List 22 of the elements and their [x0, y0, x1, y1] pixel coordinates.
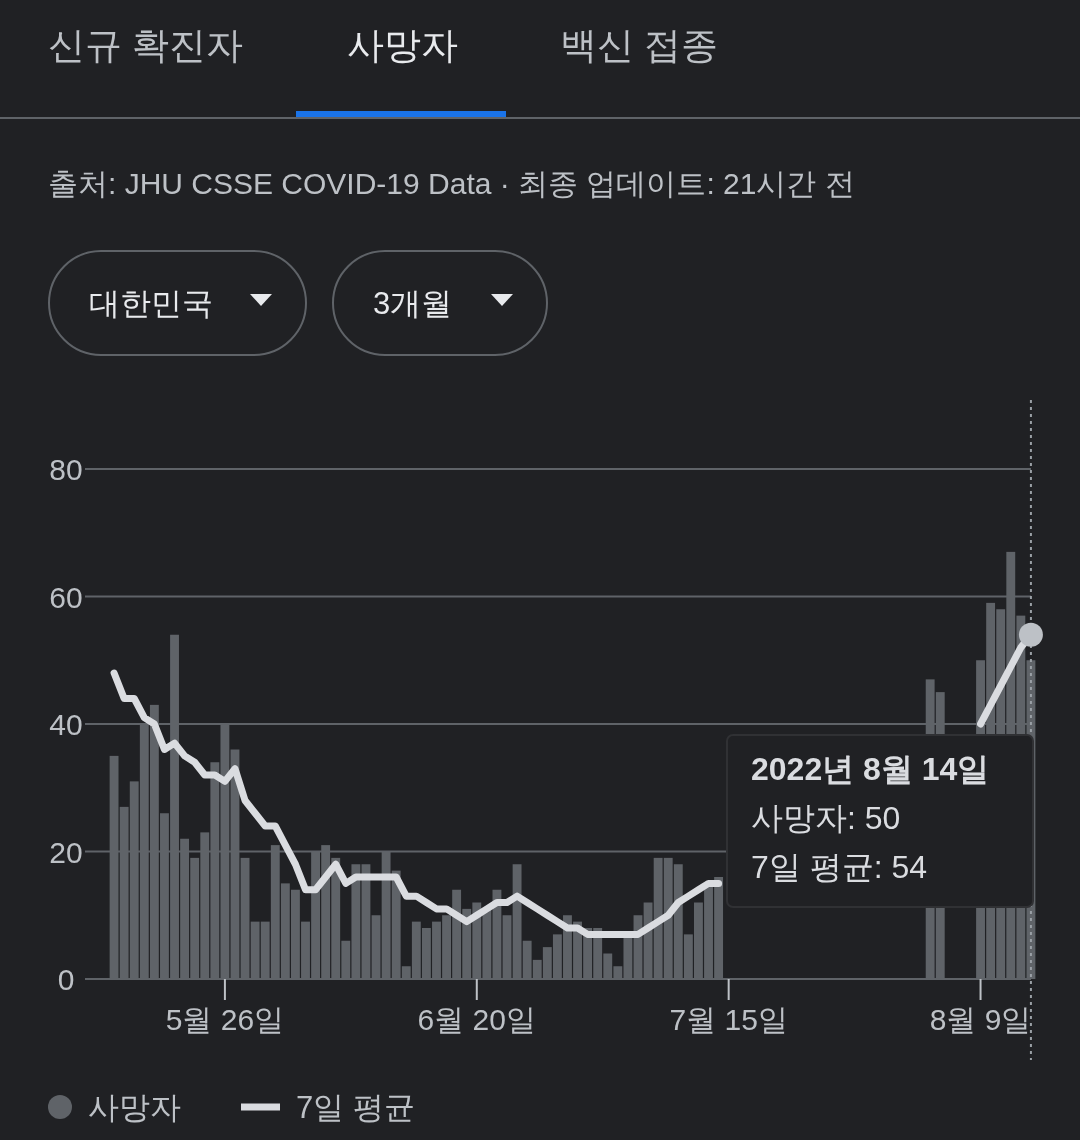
tabs: 신규 확진자 사망자 백신 접종 [0, 25, 1080, 119]
y-tick-label: 0 [57, 963, 75, 996]
x-tick-label: 7월 15일 [669, 1003, 788, 1036]
dropdown: 대한민국 [48, 250, 307, 356]
bar [371, 915, 381, 979]
x-tick-label: 5월 26일 [165, 1003, 285, 1036]
tooltip: 2022년 8월 14일 사망자: 50 7일 평균: 54 [726, 734, 1034, 908]
y-tick-label: 20 [49, 835, 83, 869]
annotation: 7일 평균: 54 [751, 849, 928, 885]
x-tick-label: 6월 20일 [417, 1003, 536, 1036]
bar [502, 915, 512, 979]
legend-label: 7일 평균 [296, 1090, 415, 1125]
legend-label: 사망자 [88, 1090, 181, 1125]
x-tick-label: 8월 9일 [929, 1003, 1032, 1036]
bar [240, 857, 250, 979]
annotation: 2022년 8월 14일 [751, 751, 990, 787]
y-tick-label: 40 [49, 708, 83, 741]
dropdown: 3개월 [332, 250, 548, 356]
source-note: 출처: JHU CSSE COVID-19 Data · 최종 업데이트: 21시간 전 [48, 167, 855, 200]
y-tick-label: 60 [49, 580, 83, 614]
annotation: 사망자: 50 [751, 800, 901, 836]
y-tick-label: 80 [49, 453, 83, 486]
